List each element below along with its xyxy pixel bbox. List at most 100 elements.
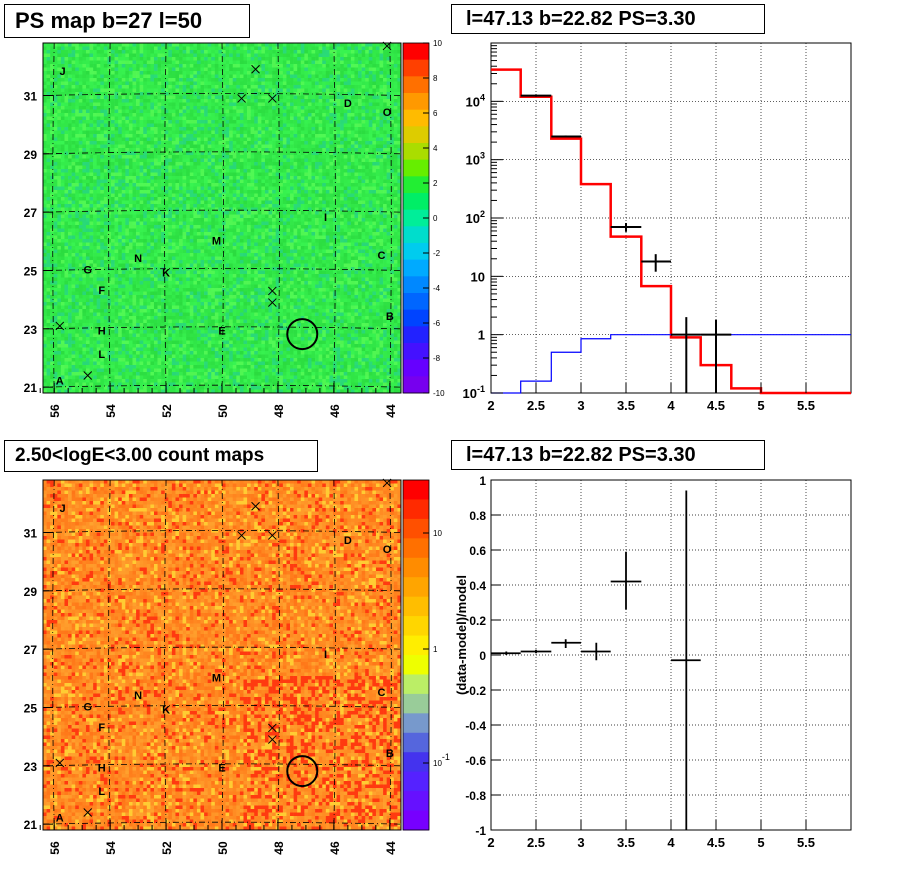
x-tick-label: 56 (48, 404, 62, 418)
x-tick-label: 46 (328, 404, 342, 418)
y-tick-label: 10-1 (463, 384, 485, 401)
cross-marker (237, 94, 246, 103)
source-label: N (134, 253, 142, 265)
cross-marker (382, 41, 392, 51)
source-label: A (56, 812, 64, 824)
ps-map-colorbar: 10 8 6 4 2 0 -2 -4 -6 -8 -10 (402, 39, 445, 398)
graticule-line (52, 479, 55, 831)
source-label: D (344, 98, 352, 110)
cross-marker (83, 808, 93, 817)
source-label: C (377, 250, 385, 262)
source-label: H (98, 326, 106, 338)
x-tick-label: 2.5 (527, 398, 545, 413)
x-tick-label: 52 (160, 841, 174, 855)
x-tick-label: 4 (667, 398, 675, 413)
source-label: J (60, 503, 66, 515)
cross-marker (55, 758, 65, 768)
source-label: K (162, 267, 170, 279)
cross-marker (267, 723, 277, 733)
source-label: F (98, 722, 105, 734)
colorbar-frame (402, 479, 430, 831)
cross-marker (267, 735, 277, 744)
x-tick-label: 56 (48, 841, 62, 855)
x-tick-label: 5.5 (797, 398, 815, 413)
x-tick-label: 52 (160, 404, 174, 418)
x-tick-label: 5 (757, 835, 764, 850)
cross-marker (267, 531, 277, 540)
source-label: D (344, 535, 352, 547)
x-tick-label: 4 (667, 835, 675, 850)
x-tick-label: 2.5 (527, 835, 545, 850)
graticule-line (333, 42, 336, 394)
cross-marker (83, 371, 93, 380)
y-tick-label: 0.8 (469, 509, 486, 523)
x-tick-label: 44 (384, 404, 398, 418)
residual-panel: 2 2.5 3 3.5 4 4.5 5 5.5 1 0.8 0.6 0.4 0.2 0 -0.2 -0.4 -0… (454, 474, 852, 850)
model-background-line (491, 334, 851, 394)
colorbar-label: 4 (433, 144, 438, 153)
y-tick-label: -0.2 (465, 684, 486, 698)
count-map-pixels (43, 480, 402, 831)
source-label: I (324, 212, 327, 224)
y-tick-label: 103 (466, 151, 485, 168)
graticule-line (333, 479, 336, 831)
cross-marker (251, 64, 260, 74)
source-label: C (377, 687, 385, 699)
y-tick-label: 29 (24, 585, 38, 599)
y-tick-label: -1 (475, 824, 486, 838)
count-map-panel: 56 54 52 50 48 46 44 21 23 25 27 29 31 J D O I M N K G C F H E B L… (24, 478, 402, 855)
y-tick-label: -0.4 (465, 719, 486, 733)
y-tick-label: 21 (24, 381, 38, 395)
source-label: G (83, 264, 92, 276)
y-tick-label: 25 (24, 702, 38, 716)
graticule-line (221, 42, 224, 394)
colorbar-label: 0 (433, 214, 438, 223)
spectrum-panel: 2 2.5 3 3.5 4 4.5 5 5.5 10-1 1 10 102 103 104 (463, 42, 852, 413)
source-label: M (212, 672, 221, 684)
x-tick-label: 50 (216, 404, 230, 418)
ps-map-title: PS map b=27 l=50 (4, 4, 250, 38)
x-tick-label: 48 (272, 841, 286, 855)
x-tick-label: 3.5 (617, 398, 635, 413)
x-tick-label: 54 (104, 841, 118, 855)
cross-marker (267, 94, 277, 103)
x-tick-label: 3 (577, 398, 584, 413)
colorbar-label: 6 (433, 109, 438, 118)
y-tick-label: 0 (479, 649, 486, 663)
graticule-line (277, 479, 280, 831)
graticule-line (164, 479, 167, 831)
source-label: O (383, 544, 392, 556)
x-tick-label: 46 (328, 841, 342, 855)
colorbar-label: 1 (433, 645, 438, 654)
cross-marker (55, 321, 65, 331)
y-tick-label: 104 (466, 92, 485, 109)
x-tick-label: 5.5 (797, 835, 815, 850)
residual-ylabel: (data-model)/model (454, 575, 469, 695)
y-tick-label: 1 (479, 474, 486, 488)
y-tick-label: 31 (24, 90, 38, 104)
ps-map-pixels (43, 43, 402, 394)
source-label: K (162, 704, 170, 716)
source-label: F (98, 285, 105, 297)
colorbar-label: 2 (433, 179, 438, 188)
target-circle (286, 318, 319, 351)
x-tick-label: 48 (272, 404, 286, 418)
x-tick-label: 54 (104, 404, 118, 418)
graticule-line (277, 42, 280, 394)
x-tick-label: 44 (384, 841, 398, 855)
cross-marker (237, 531, 246, 540)
y-tick-label: 31 (24, 527, 38, 541)
source-label: M (212, 235, 221, 247)
colorbar-label: 8 (433, 74, 438, 83)
source-label: E (218, 763, 225, 775)
source-label: J (60, 66, 66, 78)
graticule-line (221, 479, 224, 831)
y-tick-label: 10 (471, 269, 485, 284)
residual-grid (490, 479, 851, 831)
graticule-line (52, 42, 55, 394)
source-label: O (383, 107, 392, 119)
graticule-line (389, 479, 392, 831)
y-tick-label: 0.2 (469, 614, 486, 628)
graticule-line (108, 479, 111, 831)
